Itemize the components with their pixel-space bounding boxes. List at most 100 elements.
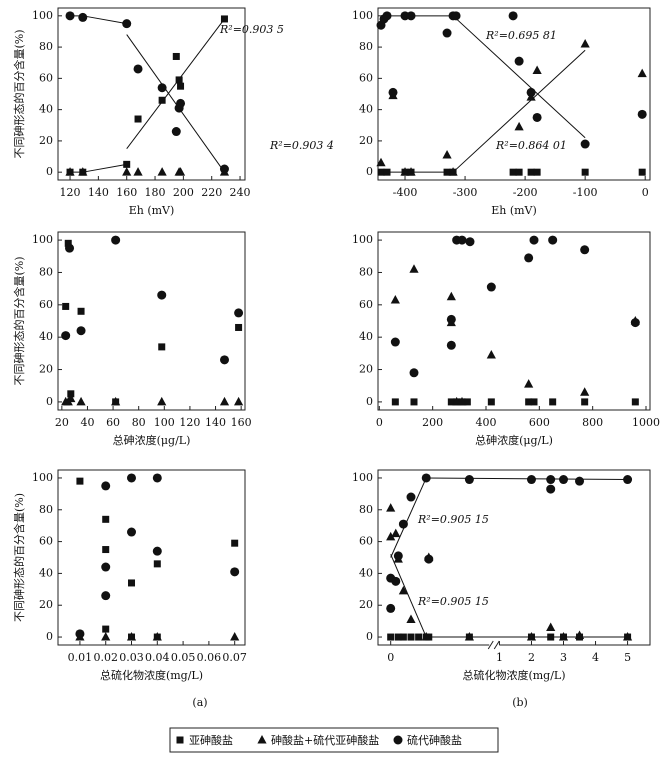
circle-marker — [546, 484, 556, 494]
y-tick-label: 20 — [359, 363, 373, 376]
x-tick-label: 140 — [88, 186, 109, 199]
y-tick-label: 40 — [359, 566, 373, 579]
x-tick-label: -400 — [393, 186, 418, 199]
y-tick-label: 0 — [46, 395, 53, 408]
x-tick-label: 0.04 — [145, 651, 170, 664]
y-tick-label: 80 — [359, 265, 373, 278]
circle-marker — [546, 475, 556, 485]
x-tick-label: 200 — [422, 416, 443, 429]
square-marker — [547, 633, 555, 641]
x-tick-label: 0.05 — [171, 651, 196, 664]
panel-label: (a) — [192, 696, 207, 709]
y-tick-label: 80 — [359, 40, 373, 53]
triangle-marker — [622, 632, 633, 641]
y-tick-label: 20 — [39, 134, 53, 147]
annotation: R²=0.905 15 — [417, 513, 489, 526]
square-marker — [62, 302, 70, 310]
x-tick-label: 0.03 — [119, 651, 144, 664]
y-tick-label: 80 — [39, 265, 53, 278]
x-axis-label: 总砷浓度(μg/L) — [113, 433, 191, 447]
x-tick-label: 60 — [106, 416, 120, 429]
legend-label: 硫代砷酸盐 — [407, 733, 462, 747]
square-marker — [235, 323, 243, 331]
trend-line — [452, 15, 586, 139]
circle-marker — [486, 282, 496, 292]
circle-marker — [230, 567, 240, 577]
square-marker — [158, 343, 166, 351]
y-tick-label: 20 — [359, 598, 373, 611]
trend-line — [390, 554, 427, 638]
triangle-marker — [76, 396, 86, 406]
square-marker — [177, 82, 185, 90]
y-tick-label: 80 — [39, 40, 53, 53]
triangle-marker — [376, 157, 386, 167]
x-tick-label: 0 — [387, 651, 394, 664]
x-tick-label: 160 — [231, 416, 252, 429]
triangle-marker — [65, 167, 75, 176]
x-tick-label: 180 — [145, 186, 166, 199]
square-marker — [447, 398, 455, 406]
square-marker — [153, 560, 161, 568]
square-marker — [158, 96, 166, 104]
circle-marker — [580, 139, 590, 149]
circle-marker — [575, 476, 585, 486]
circle-marker — [637, 109, 647, 119]
triangle-marker — [532, 65, 542, 75]
y-tick-label: 0 — [46, 165, 53, 178]
triangle-marker — [574, 630, 585, 639]
circle-marker — [390, 337, 400, 347]
x-tick-label: 0.07 — [222, 651, 247, 664]
circle-marker — [406, 11, 416, 21]
circle-marker — [559, 475, 569, 485]
x-tick-label: 0 — [376, 416, 383, 429]
y-tick-label: 60 — [359, 71, 373, 84]
legend-label: 砷酸盐+硫代亚砷酸盐 — [271, 733, 379, 747]
y-axis-label: 不同砷形态的百分含量(%) — [12, 493, 26, 622]
square-marker — [64, 239, 72, 247]
circle-marker — [457, 235, 467, 245]
triangle-marker — [78, 167, 88, 176]
x-tick-label: 1000 — [632, 416, 660, 429]
triangle-marker — [66, 393, 76, 403]
circle-marker — [127, 473, 137, 483]
axis-break — [487, 640, 500, 650]
y-tick-label: 80 — [39, 503, 53, 516]
circle-marker — [101, 591, 111, 601]
triangle-marker — [398, 585, 408, 595]
circle-marker — [78, 12, 88, 22]
square-marker — [134, 115, 142, 123]
square-marker — [487, 398, 495, 406]
annotation: R²=0.864 01 — [495, 139, 567, 152]
triangle-marker — [390, 294, 400, 304]
x-tick-label: -200 — [513, 186, 538, 199]
circle-marker — [529, 235, 539, 245]
square-marker — [631, 398, 639, 406]
triangle-marker — [111, 396, 121, 406]
x-tick-label: 200 — [173, 186, 194, 199]
square-marker — [399, 633, 407, 641]
y-tick-label: 60 — [359, 535, 373, 548]
x-tick-label: 0.01 — [68, 651, 93, 664]
square-marker — [76, 477, 84, 485]
circle-marker — [152, 473, 162, 483]
plot-frame — [377, 231, 651, 411]
square-marker — [102, 546, 110, 554]
circle-marker — [524, 253, 534, 263]
x-axis-label: Eh (mV) — [129, 204, 175, 217]
circle-marker — [532, 112, 542, 122]
y-tick-label: 40 — [39, 103, 53, 116]
annotation: R²=0.695 81 — [485, 29, 557, 42]
y-tick-label: 100 — [352, 233, 373, 246]
square-marker — [231, 539, 239, 547]
circle-marker — [234, 308, 244, 318]
y-tick-label: 100 — [32, 471, 53, 484]
square-marker — [581, 168, 589, 176]
x-axis-label: 总砷浓度(μg/L) — [475, 433, 553, 447]
triangle-marker — [514, 121, 524, 131]
square-marker — [407, 633, 415, 641]
panel-label: (b) — [512, 696, 528, 709]
square-marker — [102, 515, 110, 523]
square-marker — [128, 579, 136, 587]
trend-line — [452, 49, 586, 173]
triangle-marker — [230, 632, 240, 641]
